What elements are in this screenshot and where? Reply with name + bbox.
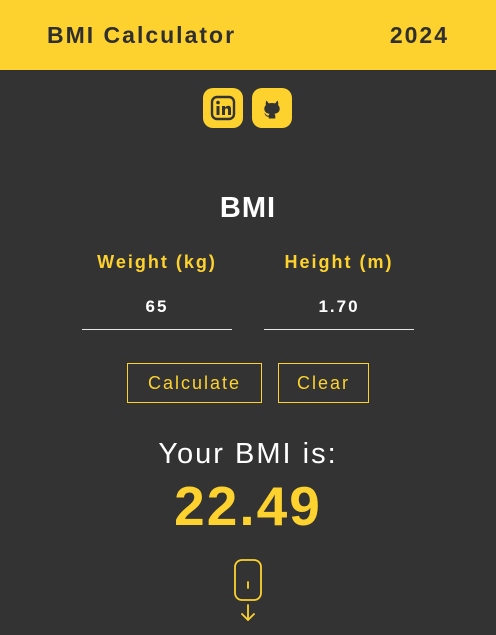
height-label: Height (m) [284, 252, 394, 272]
social-links [203, 88, 292, 128]
header-year: 2024 [389, 22, 449, 48]
weight-input[interactable] [82, 290, 232, 330]
scroll-down-indicator[interactable] [233, 559, 263, 623]
weight-label: Weight (kg) [97, 252, 217, 272]
linkedin-link[interactable] [203, 88, 243, 128]
mouse-scroll-icon [234, 559, 262, 621]
linkedin-icon [210, 95, 236, 121]
app-header: BMI Calculator 2024 [0, 0, 496, 70]
result-label: Your BMI is: [158, 438, 338, 470]
weight-field: Weight (kg) [82, 252, 232, 330]
app-title: BMI Calculator [47, 22, 237, 48]
calculate-button[interactable]: Calculate [127, 363, 262, 403]
github-link[interactable] [252, 88, 292, 128]
clear-button[interactable]: Clear [278, 363, 369, 403]
height-field: Height (m) [264, 252, 414, 330]
bmi-result-value: 22.49 [174, 475, 322, 537]
github-icon [263, 100, 280, 119]
calculator-title: BMI [219, 192, 277, 224]
height-input[interactable] [264, 290, 414, 330]
